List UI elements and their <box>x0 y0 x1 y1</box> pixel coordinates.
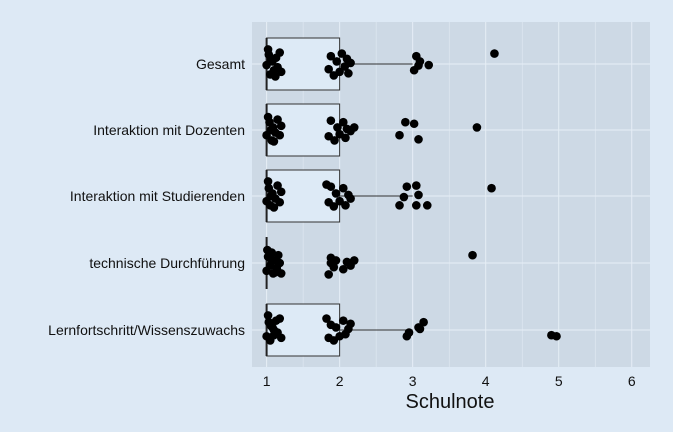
data-point <box>414 135 423 144</box>
data-point <box>331 323 341 332</box>
x-tick-label-2: 2 <box>336 373 344 389</box>
data-point <box>330 136 339 145</box>
data-point <box>273 181 282 190</box>
data-point <box>424 60 434 70</box>
data-point <box>468 250 477 260</box>
data-point <box>346 194 355 203</box>
data-point <box>402 182 412 191</box>
data-point <box>341 133 350 143</box>
data-point <box>322 314 331 323</box>
data-point <box>401 117 410 127</box>
data-point <box>472 123 482 132</box>
data-point <box>263 245 272 255</box>
data-point <box>271 268 280 277</box>
data-point <box>263 177 273 186</box>
data-point <box>404 328 414 337</box>
data-point <box>338 264 348 274</box>
data-point <box>326 116 336 125</box>
data-point <box>273 250 283 260</box>
data-point <box>409 119 419 129</box>
data-point <box>419 317 428 327</box>
x-tick-label-5: 5 <box>555 373 563 389</box>
data-point <box>269 137 279 146</box>
data-point <box>273 115 282 124</box>
x-axis-title: Schulnote <box>406 391 495 413</box>
data-point <box>266 55 276 65</box>
data-point <box>276 121 286 131</box>
data-point <box>395 201 404 210</box>
data-point <box>263 112 273 122</box>
x-tick-label-4: 4 <box>482 373 490 389</box>
data-point <box>263 311 273 320</box>
data-point <box>395 130 404 140</box>
x-axis-ticks: 1 2 3 4 5 6 <box>263 373 636 389</box>
data-point <box>322 180 331 189</box>
data-point <box>266 254 276 264</box>
data-point <box>414 190 423 200</box>
data-point <box>276 187 286 197</box>
data-point <box>324 64 333 74</box>
data-point <box>269 203 279 212</box>
category-label: Lernfortschritt/Wissenszuwachs <box>48 322 245 338</box>
data-point <box>326 258 336 268</box>
data-point <box>326 51 336 61</box>
data-point <box>349 123 359 132</box>
category-labels: Gesamt Interaktion mit Dozenten Interaktio… <box>48 56 245 338</box>
data-point <box>415 324 425 334</box>
x-tick-label-6: 6 <box>628 373 636 389</box>
data-point <box>422 201 432 210</box>
data-point <box>487 183 496 193</box>
data-point <box>338 117 348 127</box>
data-point <box>276 67 286 77</box>
data-point <box>333 123 342 132</box>
data-point <box>346 58 355 68</box>
data-point <box>331 189 341 198</box>
category-label: Interaktion mit Studierenden <box>70 188 245 204</box>
data-point <box>275 130 285 140</box>
data-point <box>349 256 359 265</box>
data-point <box>266 191 276 201</box>
category-label: Gesamt <box>196 56 245 72</box>
data-point <box>341 201 350 210</box>
data-point <box>275 314 285 323</box>
x-tick-label-3: 3 <box>409 373 417 389</box>
data-point <box>415 57 425 66</box>
data-point <box>275 197 285 207</box>
boxes <box>265 37 413 357</box>
data-point <box>346 319 355 329</box>
data-point <box>266 125 276 135</box>
data-point <box>338 316 348 325</box>
data-point <box>266 321 276 331</box>
category-label: technische Durchführung <box>89 255 245 271</box>
data-point <box>275 48 285 57</box>
data-point <box>412 181 421 190</box>
data-point <box>344 69 353 78</box>
data-point <box>338 183 348 193</box>
data-point <box>490 49 499 58</box>
data-point <box>399 192 409 202</box>
data-point <box>329 202 339 211</box>
x-tick-label-1: 1 <box>263 373 271 389</box>
data-point <box>263 45 273 54</box>
data-point <box>276 333 286 343</box>
data-point <box>271 72 280 81</box>
data-point <box>324 270 333 279</box>
data-point <box>332 57 342 66</box>
category-label: Interaktion mit Dozenten <box>93 122 245 138</box>
data-point <box>275 258 285 268</box>
data-point <box>552 331 561 341</box>
data-points <box>262 45 561 345</box>
data-point <box>412 201 421 210</box>
